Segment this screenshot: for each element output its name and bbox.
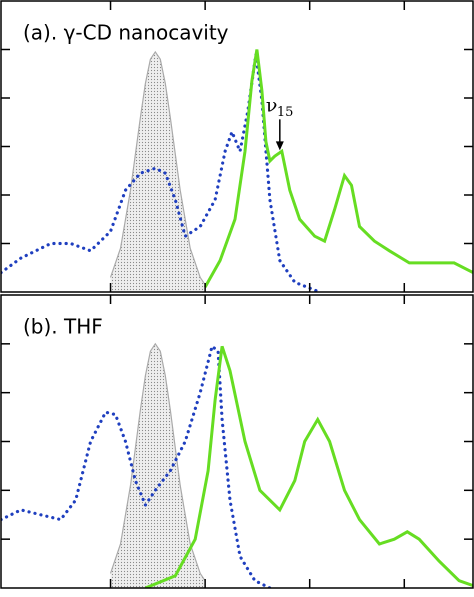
frame	[0, 0, 474, 293]
arrow-head	[275, 141, 284, 151]
area-fill	[110, 343, 206, 588]
panel-title: (a). γ-CD nanocavity	[23, 21, 229, 45]
area-fill	[110, 51, 206, 292]
frame	[0, 294, 474, 589]
panel-title: (b). THF	[23, 315, 103, 339]
reference-curve	[109, 342, 206, 582]
annotation-symbol: ν	[266, 94, 278, 116]
spectrum-line	[203, 49, 473, 288]
annotation-subscript: 15	[277, 105, 294, 120]
reference-curve	[109, 50, 206, 286]
spectrum-line	[144, 345, 473, 588]
